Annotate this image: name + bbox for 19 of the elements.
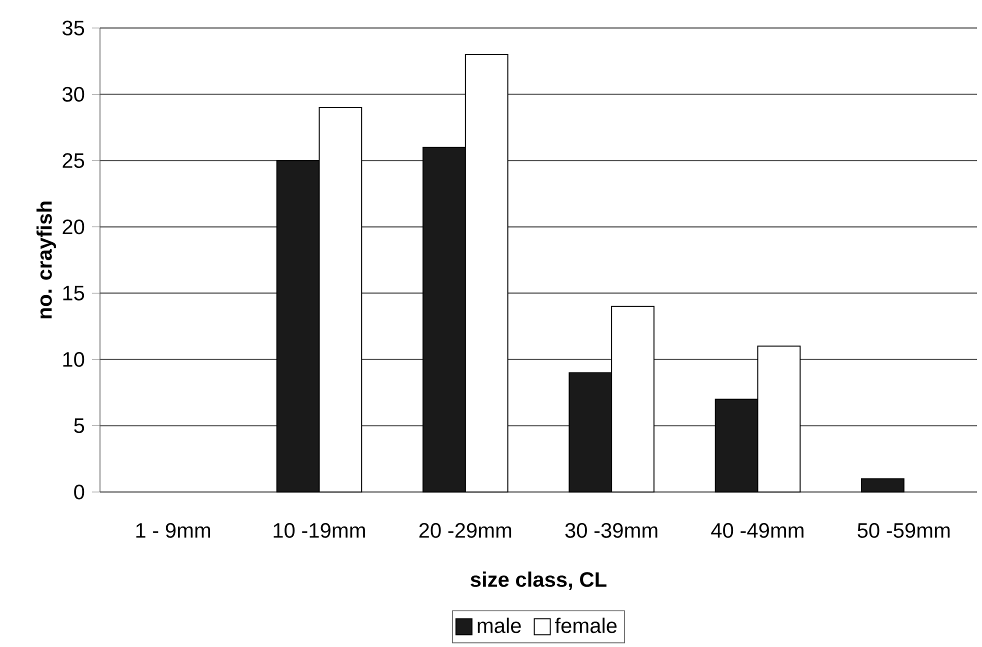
y-tick-label: 15 [63, 286, 84, 300]
legend-label: male [478, 618, 521, 634]
x-tick-label: 30 -39mm [565, 523, 658, 538]
x-axis-title: size class, CL [470, 572, 606, 590]
y-tick-label: 25 [62, 153, 84, 168]
y-tick-label: 30 [62, 86, 84, 102]
x-tick-label: 40 -49mm [711, 523, 804, 538]
x-tick-label: 10 -19mm [274, 523, 365, 538]
legend-label: female [555, 618, 617, 634]
y-tick-label: 35 [62, 20, 84, 36]
x-tick-label: 20 -29mm [419, 523, 512, 538]
y-tick-label: 5 [74, 418, 84, 434]
x-tick-label: 1 - 9mm [136, 523, 210, 538]
bar [861, 478, 904, 492]
y-tick-label: 20 [62, 219, 84, 234]
x-tick-label: 50 -59mm [858, 523, 950, 538]
y-axis-title: no. crayfish [36, 202, 56, 318]
y-tick-label: 10 [63, 352, 84, 367]
y-tick-label: 0 [74, 484, 84, 500]
